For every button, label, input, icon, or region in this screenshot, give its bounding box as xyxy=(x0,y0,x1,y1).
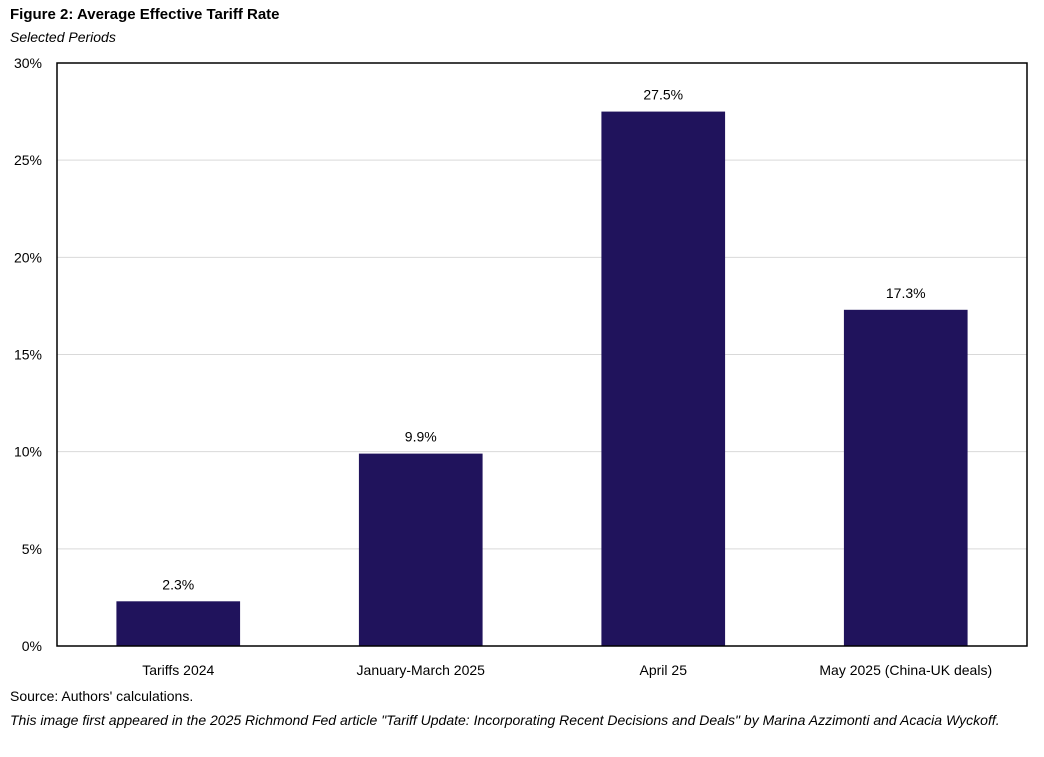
bar-value-label: 17.3% xyxy=(886,285,926,301)
chart-title: Figure 2: Average Effective Tariff Rate xyxy=(10,6,280,23)
y-tick-label: 10% xyxy=(14,444,42,460)
bar-value-label: 27.5% xyxy=(643,87,683,103)
chart-subtitle: Selected Periods xyxy=(10,29,116,45)
bar xyxy=(843,309,968,646)
x-tick-label: January-March 2025 xyxy=(357,662,486,678)
plot-frame xyxy=(56,62,1028,647)
bar-value-label: 2.3% xyxy=(162,576,194,592)
x-tick-label: May 2025 (China-UK deals) xyxy=(819,662,992,678)
bar xyxy=(358,453,483,646)
y-axis-ticks: 0% 5% 10% 15% 20% 25% 30% xyxy=(14,55,42,654)
y-tick-label: 15% xyxy=(14,347,42,363)
bar xyxy=(116,601,241,646)
y-tick-label: 0% xyxy=(22,638,42,654)
x-axis-ticks: Tariffs 2024 January-March 2025 April 25 Ma… xyxy=(142,662,992,678)
bar xyxy=(601,111,726,647)
source-note: Source: Authors' calculations. xyxy=(10,688,194,704)
y-tick-label: 5% xyxy=(22,541,42,557)
credit-note: This image first appeared in the 2025 Ri… xyxy=(10,712,1000,728)
bar-value-label: 9.9% xyxy=(405,429,437,445)
x-tick-label: April 25 xyxy=(640,662,688,678)
x-tick-label: Tariffs 2024 xyxy=(142,662,214,678)
y-tick-label: 30% xyxy=(14,55,42,71)
bars xyxy=(116,111,968,647)
y-tick-label: 25% xyxy=(14,152,42,168)
y-tick-label: 20% xyxy=(14,249,42,265)
data-labels: 2.3% 9.9% 27.5% 17.3% xyxy=(162,87,925,593)
bar-chart: 2.3% 9.9% 27.5% 17.3% 0% 5% 10% 15% 20% 25% 30% T… xyxy=(14,55,1028,678)
